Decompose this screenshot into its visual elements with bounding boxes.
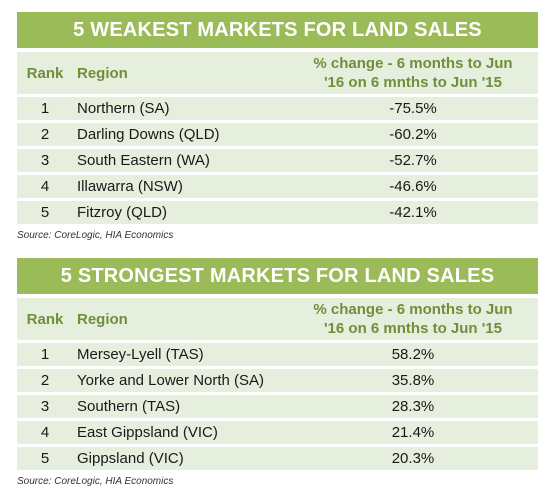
region-cell: Northern (SA) [73, 94, 288, 122]
rank-column-header: Rank [17, 52, 73, 96]
region-cell: Darling Downs (QLD) [73, 120, 288, 148]
rank-cell: 5 [17, 198, 73, 224]
table-row: 4 Illawarra (NSW) -46.6% [17, 172, 538, 200]
change-cell: 58.2% [288, 340, 538, 368]
table-row: 1 Northern (SA) -75.5% [17, 94, 538, 122]
change-cell: -46.6% [288, 172, 538, 200]
rank-cell: 5 [17, 444, 73, 470]
table-row: 5 Fitzroy (QLD) -42.1% [17, 198, 538, 224]
table-header-row: Rank Region % change - 6 months to Jun '… [17, 298, 538, 342]
change-header-line-2: '16 on 6 mnths to Jun '15 [323, 320, 502, 337]
change-cell: -42.1% [288, 198, 538, 224]
source-note: Source: CoreLogic, HIA Economics [17, 230, 174, 241]
rank-cell: 3 [17, 392, 73, 420]
region-cell: Yorke and Lower North (SA) [73, 366, 288, 394]
strongest-markets-title: 5 STRONGEST MARKETS FOR LAND SALES [17, 258, 538, 294]
weakest-markets-table-block: 5 WEAKEST MARKETS FOR LAND SALES Rank Re… [17, 12, 538, 241]
rank-cell: 4 [17, 418, 73, 446]
region-cell: Illawarra (NSW) [73, 172, 288, 200]
rank-cell: 1 [17, 94, 73, 122]
region-cell: East Gippsland (VIC) [73, 418, 288, 446]
table-row: 5 Gippsland (VIC) 20.3% [17, 444, 538, 470]
rank-column-header: Rank [17, 298, 73, 342]
change-cell: -75.5% [288, 94, 538, 122]
rank-cell: 3 [17, 146, 73, 174]
table-row: 4 East Gippsland (VIC) 21.4% [17, 418, 538, 446]
change-header-line-2: '16 on 6 mnths to Jun '15 [323, 74, 502, 91]
table-row: 2 Darling Downs (QLD) -60.2% [17, 120, 538, 148]
region-column-header: Region [73, 52, 288, 96]
change-cell: 20.3% [288, 444, 538, 470]
change-header-line-1: % change - 6 months to Jun [313, 301, 513, 318]
table-row: 2 Yorke and Lower North (SA) 35.8% [17, 366, 538, 394]
table-row: 1 Mersey-Lyell (TAS) 58.2% [17, 340, 538, 368]
rank-cell: 2 [17, 366, 73, 394]
source-note: Source: CoreLogic, HIA Economics [17, 476, 174, 487]
region-cell: South Eastern (WA) [73, 146, 288, 174]
change-cell: 35.8% [288, 366, 538, 394]
strongest-markets-table-block: 5 STRONGEST MARKETS FOR LAND SALES Rank … [17, 258, 538, 487]
table-header-row: Rank Region % change - 6 months to Jun '… [17, 52, 538, 96]
table-row: 3 South Eastern (WA) -52.7% [17, 146, 538, 174]
change-column-header: % change - 6 months to Jun '16 on 6 mnth… [288, 52, 538, 96]
change-cell: 21.4% [288, 418, 538, 446]
change-header-line-1: % change - 6 months to Jun [313, 55, 513, 72]
region-column-header: Region [73, 298, 288, 342]
change-cell: 28.3% [288, 392, 538, 420]
strongest-markets-table: Rank Region % change - 6 months to Jun '… [17, 298, 538, 470]
region-cell: Southern (TAS) [73, 392, 288, 420]
change-cell: -52.7% [288, 146, 538, 174]
rank-cell: 4 [17, 172, 73, 200]
rank-cell: 1 [17, 340, 73, 368]
weakest-markets-table: Rank Region % change - 6 months to Jun '… [17, 52, 538, 224]
table-row: 3 Southern (TAS) 28.3% [17, 392, 538, 420]
region-cell: Mersey-Lyell (TAS) [73, 340, 288, 368]
region-cell: Fitzroy (QLD) [73, 198, 288, 224]
change-column-header: % change - 6 months to Jun '16 on 6 mnth… [288, 298, 538, 342]
change-cell: -60.2% [288, 120, 538, 148]
region-cell: Gippsland (VIC) [73, 444, 288, 470]
rank-cell: 2 [17, 120, 73, 148]
weakest-markets-title: 5 WEAKEST MARKETS FOR LAND SALES [17, 12, 538, 48]
